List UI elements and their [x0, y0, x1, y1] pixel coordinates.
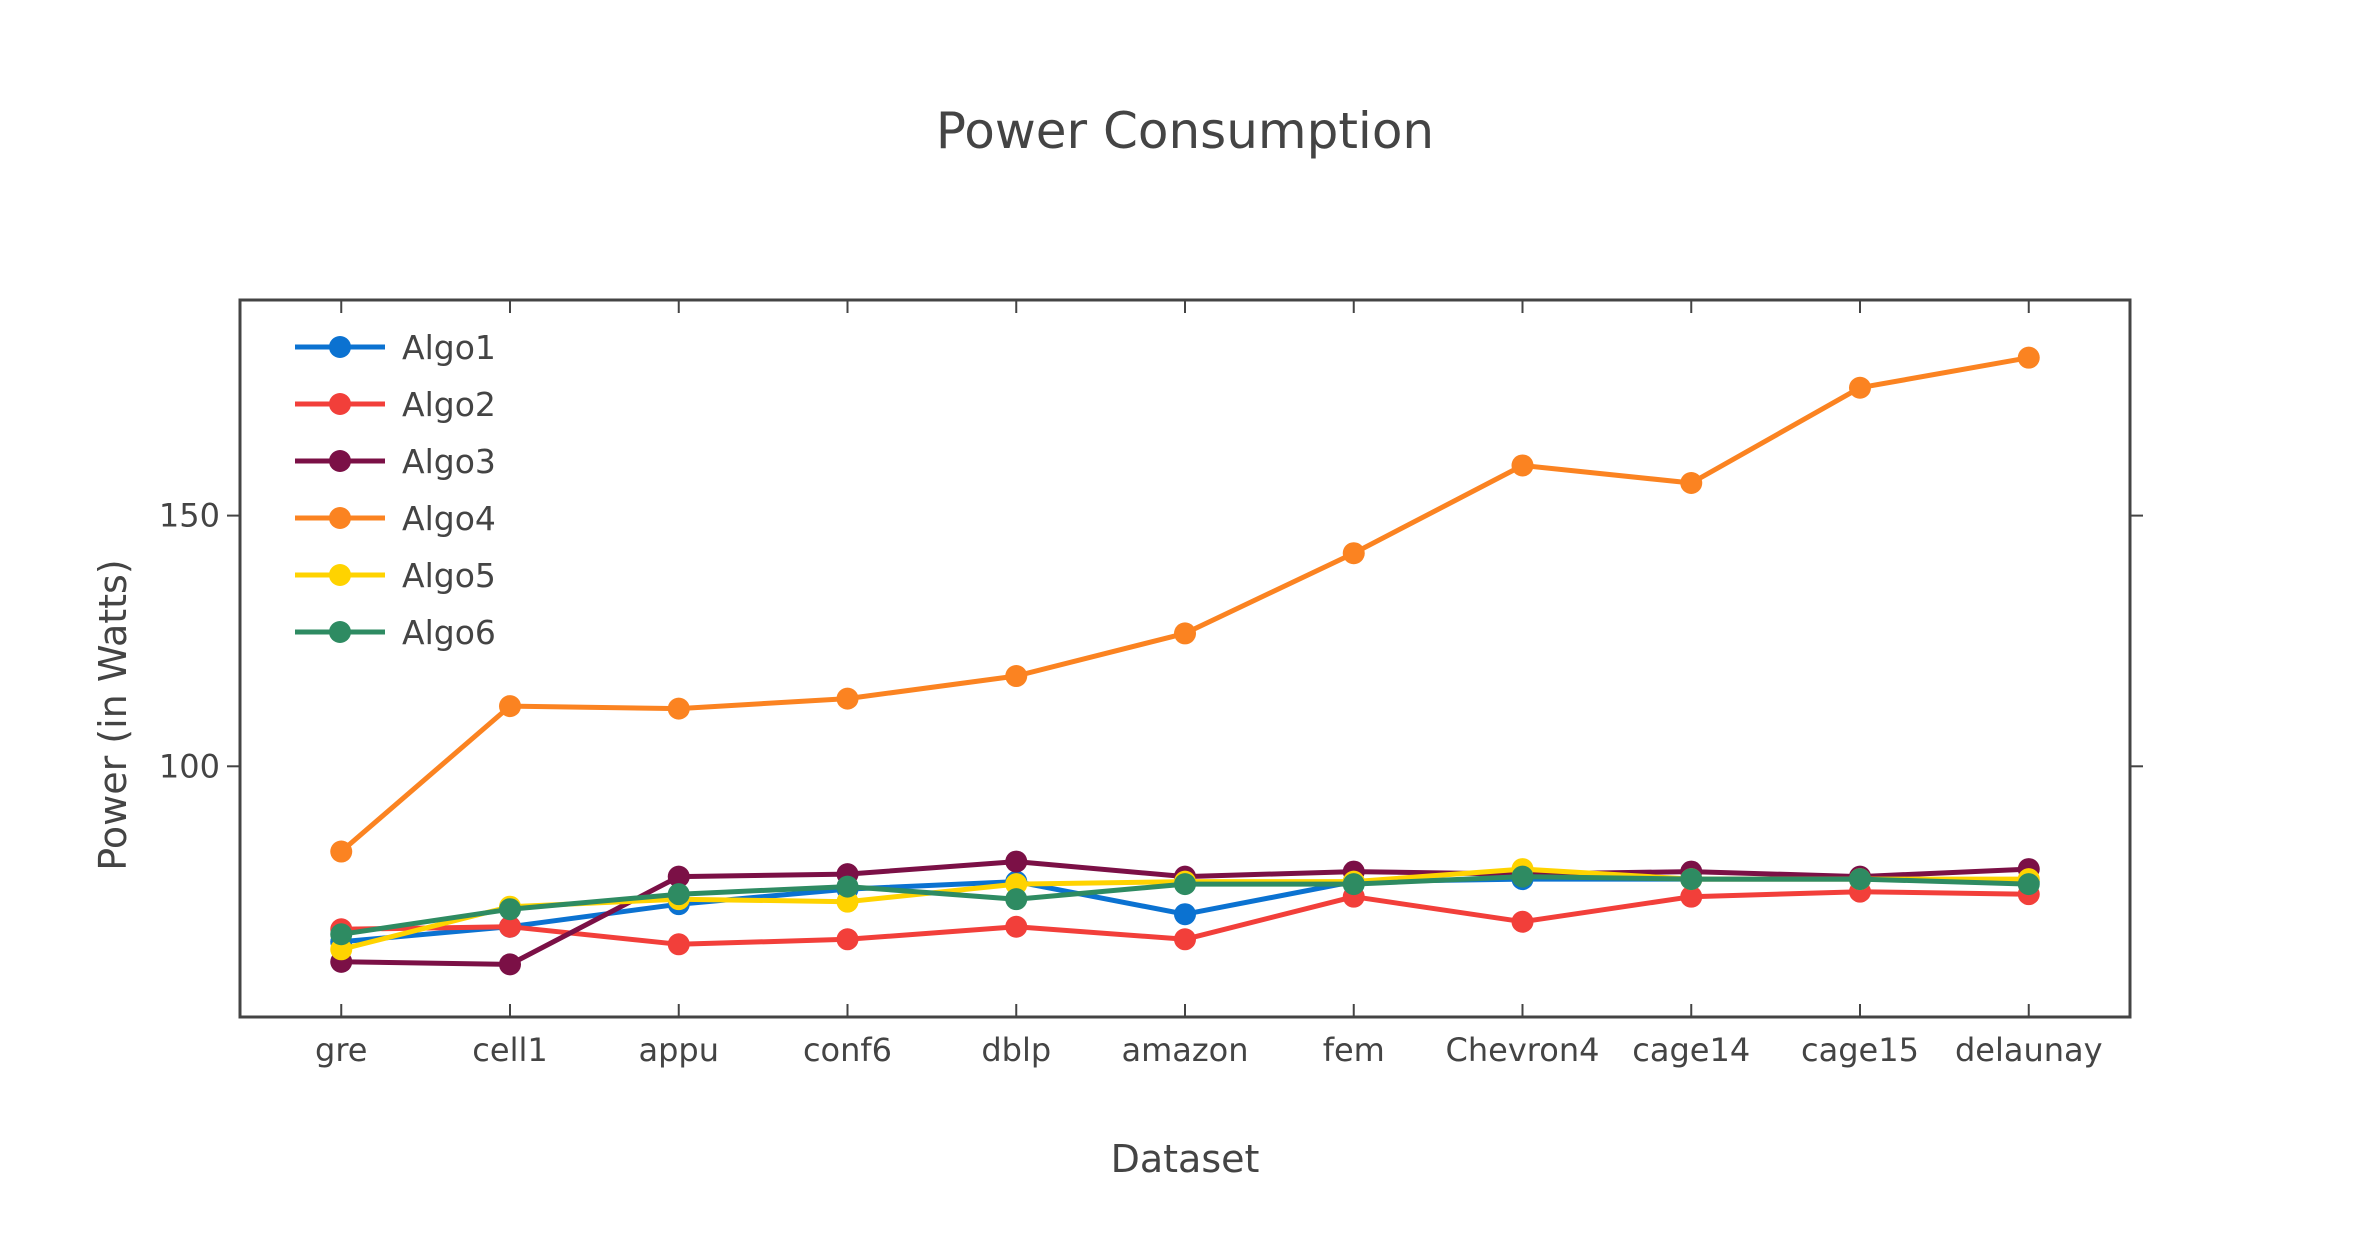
x-tick-label: amazon	[1121, 1031, 1248, 1069]
x-tick-label: dblp	[981, 1031, 1051, 1069]
data-point	[330, 923, 353, 946]
data-point	[1342, 873, 1365, 896]
series-algo4	[330, 346, 2040, 863]
data-point	[1680, 885, 1703, 908]
data-point	[836, 928, 859, 951]
data-point	[1849, 376, 1871, 399]
legend: Algo1 Algo2 Algo3 Algo4 Algo5 Algo6	[295, 328, 496, 652]
data-point	[1174, 873, 1196, 896]
data-point	[836, 890, 859, 913]
series-algo6	[330, 865, 2040, 946]
legend-label: Algo1	[402, 328, 496, 367]
x-tick-label: Chevron4	[1446, 1031, 1600, 1069]
data-point	[499, 898, 521, 921]
data-point	[499, 695, 521, 718]
data-point	[1005, 915, 1028, 938]
legend-item-algo3: Algo3	[295, 442, 496, 481]
x-tick-label: fem	[1323, 1031, 1385, 1069]
x-tick-label: conf6	[803, 1031, 892, 1069]
data-point	[667, 697, 690, 720]
x-axis-title: Dataset	[1111, 1137, 1260, 1181]
x-tick-label: cage14	[1632, 1031, 1750, 1069]
data-point	[667, 883, 690, 906]
legend-swatch-marker	[329, 621, 351, 643]
x-tick-label: delaunay	[1955, 1031, 2103, 1069]
y-axis-title: Power (in Watts)	[91, 559, 135, 870]
data-point	[2017, 346, 2040, 369]
data-point	[1174, 928, 1196, 951]
data-point	[499, 953, 521, 976]
data-point	[1005, 665, 1028, 688]
legend-item-algo6: Algo6	[295, 613, 496, 652]
data-point	[1005, 873, 1028, 896]
legend-swatch-marker	[329, 393, 351, 415]
data-point	[1511, 865, 1534, 888]
legend-label: Algo6	[402, 613, 496, 652]
plot-area: gre cell1 appu conf6 dblp amazon fem Chevron4 ca…	[159, 298, 2143, 1069]
legend-label: Algo4	[402, 499, 496, 538]
y-tick-label: 150	[159, 497, 220, 535]
data-point	[499, 915, 521, 938]
data-point	[330, 938, 353, 961]
data-point	[2017, 873, 2040, 896]
data-point	[667, 865, 690, 888]
data-point	[1849, 868, 1871, 891]
x-tick-label: gre	[315, 1031, 367, 1069]
data-point	[1005, 850, 1028, 873]
legend-item-algo5: Algo5	[295, 556, 496, 595]
data-point	[1005, 888, 1028, 911]
legend-item-algo4: Algo4	[295, 499, 496, 538]
data-point	[1680, 868, 1703, 891]
chart-title: Power Consumption	[936, 102, 1434, 160]
legend-item-algo2: Algo2	[295, 385, 496, 424]
x-tick-label: cell1	[472, 1031, 547, 1069]
data-point	[1511, 910, 1534, 933]
data-point	[330, 840, 353, 863]
legend-swatch-marker	[329, 336, 351, 358]
x-tick-label: cage15	[1801, 1031, 1919, 1069]
data-point	[836, 875, 859, 898]
legend-swatch-marker	[329, 564, 351, 586]
series-line	[339, 355, 2030, 854]
legend-swatch-marker	[329, 507, 351, 529]
legend-swatch-marker	[329, 450, 351, 472]
data-point	[1680, 472, 1703, 495]
x-tick-label: appu	[638, 1031, 719, 1069]
data-point	[1174, 622, 1196, 645]
y-tick-label: 100	[159, 747, 220, 785]
legend-label: Algo2	[402, 385, 496, 424]
series-algo2	[330, 880, 2040, 956]
legend-item-algo1: Algo1	[295, 328, 496, 367]
legend-label: Algo3	[402, 442, 496, 481]
data-point	[667, 933, 690, 956]
data-point	[1511, 454, 1534, 477]
legend-label: Algo5	[402, 556, 496, 595]
data-point	[1174, 903, 1196, 926]
data-point	[836, 687, 859, 710]
data-point	[1342, 542, 1365, 565]
